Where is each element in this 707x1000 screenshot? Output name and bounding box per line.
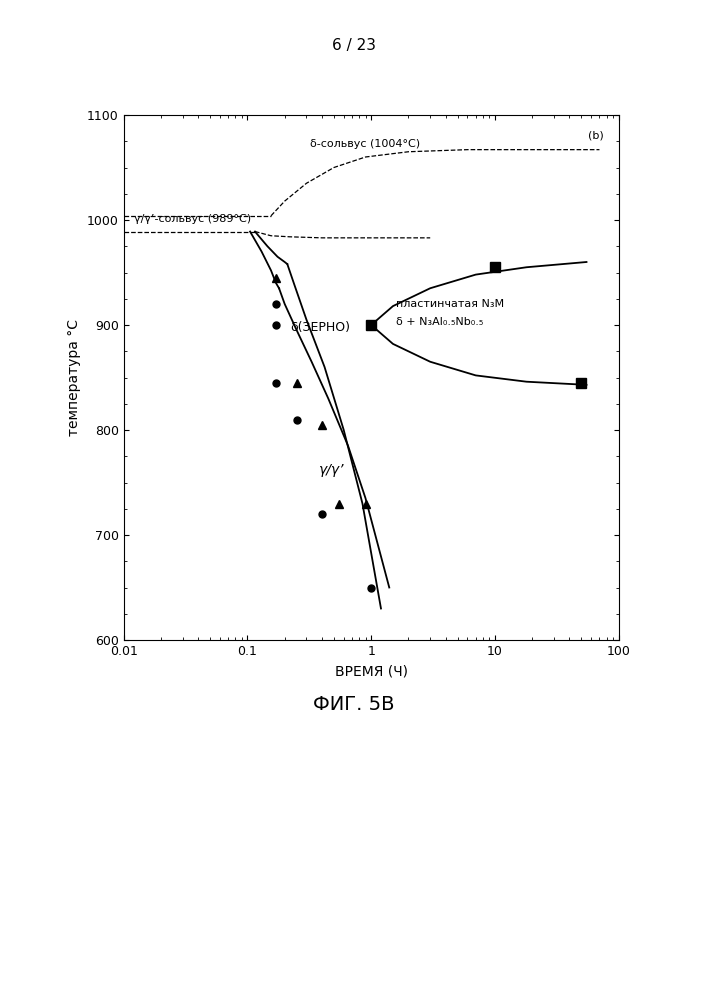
Text: δ-сольвус (1004°C): δ-сольвус (1004°C): [310, 139, 420, 149]
Text: ФИГ. 5В: ФИГ. 5В: [312, 695, 395, 714]
Text: γ/γ’: γ/γ’: [319, 463, 345, 477]
Y-axis label: температура °С: температура °С: [67, 319, 81, 436]
X-axis label: ВРЕМЯ (Ч): ВРЕМЯ (Ч): [334, 665, 408, 679]
Text: (b): (b): [588, 131, 604, 141]
Text: δ(ЗЕРНО): δ(ЗЕРНО): [290, 321, 350, 334]
Text: γ/γ’-сольвус (989°C): γ/γ’-сольвус (989°C): [134, 214, 251, 224]
Text: пластинчатая N₃M: пластинчатая N₃M: [397, 299, 505, 309]
Text: δ + N₃Al₀.₅Nb₀.₅: δ + N₃Al₀.₅Nb₀.₅: [397, 317, 484, 327]
Text: 6 / 23: 6 / 23: [332, 38, 375, 53]
